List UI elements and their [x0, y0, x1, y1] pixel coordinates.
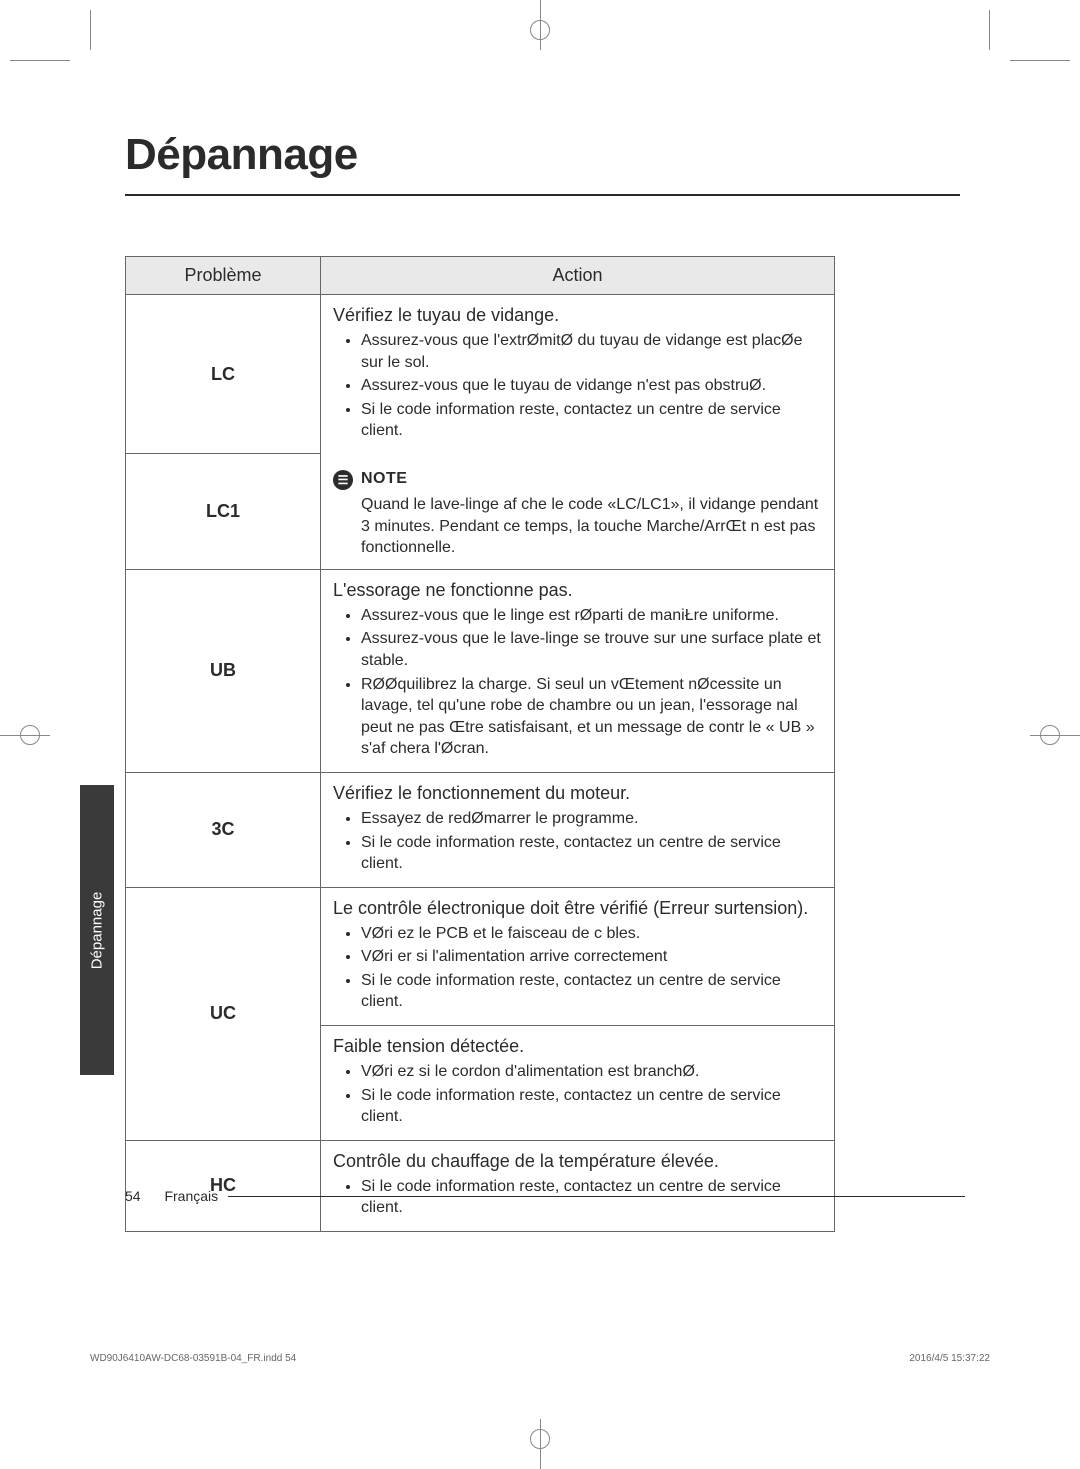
header-action: Action: [321, 257, 835, 295]
crop-mark: [10, 60, 70, 61]
registration-mark-right: [1030, 715, 1080, 755]
action-list: VØri ez le PCB et le faisceau de c bles.…: [361, 923, 822, 1013]
footer-rule: [228, 1196, 965, 1197]
registration-mark-left: [0, 715, 50, 755]
action-item: Assurez-vous que l'extrØmitØ du tuyau de…: [361, 330, 822, 373]
troubleshooting-table: Problème Action LC Vérifiez le tuyau de …: [125, 256, 835, 1232]
action-item: VØri ez le PCB et le faisceau de c bles.: [361, 923, 822, 945]
action-item: Si le code information reste, contactez …: [361, 1085, 822, 1128]
action-heading: Faible tension détectée.: [333, 1036, 822, 1057]
table-row: UC Le contrôle électronique doit être vé…: [126, 887, 835, 1140]
problem-code: LC1: [126, 454, 321, 569]
action-list: VØri ez si le cordon d'alimentation est …: [361, 1061, 822, 1128]
problem-code: LC: [126, 295, 321, 454]
action-list: Assurez-vous que l'extrØmitØ du tuyau de…: [361, 330, 822, 442]
action-heading: L'essorage ne fonctionne pas.: [333, 580, 822, 601]
action-heading: Le contrôle électronique doit être vérif…: [333, 898, 822, 919]
action-item: Assurez-vous que le lave-linge se trouve…: [361, 628, 822, 671]
note-label: NOTE: [361, 470, 407, 488]
problem-code: 3C: [126, 772, 321, 887]
crop-mark: [90, 10, 91, 50]
table-row: HC Contrôle du chauffage de la températu…: [126, 1140, 835, 1231]
side-tab: Dépannage: [80, 785, 114, 1075]
action-item: Assurez-vous que le linge est rØparti de…: [361, 605, 822, 627]
action-item: VØri ez si le cordon d'alimentation est …: [361, 1061, 822, 1083]
table-row: LC1 ☰ NOTE Quand le lave-linge af che le…: [126, 454, 835, 569]
problem-code: UC: [126, 887, 321, 1140]
action-heading: Contrôle du chauffage de la température …: [333, 1151, 822, 1172]
action-item: Si le code information reste, contactez …: [361, 832, 822, 875]
table-row: UB L'essorage ne fonctionne pas. Assurez…: [126, 569, 835, 772]
print-meta-left: WD90J6410AW-DC68-03591B-04_FR.indd 54: [90, 1353, 296, 1364]
action-item: Si le code information reste, contactez …: [361, 970, 822, 1013]
action-item: Si le code information reste, contactez …: [361, 399, 822, 442]
page-footer: 54 Français: [125, 1188, 965, 1204]
action-heading: Vérifiez le fonctionnement du moteur.: [333, 783, 822, 804]
action-list: Essayez de redØmarrer le programme. Si l…: [361, 808, 822, 875]
header-problem: Problème: [126, 257, 321, 295]
action-item: VØri er si l'alimentation arrive correct…: [361, 946, 822, 968]
problem-code: UB: [126, 569, 321, 772]
page-language: Français: [164, 1188, 218, 1204]
action-heading: Vérifiez le tuyau de vidange.: [333, 305, 822, 326]
registration-mark-bottom: [520, 1419, 560, 1469]
title-rule: [125, 194, 960, 196]
action-item: Essayez de redØmarrer le programme.: [361, 808, 822, 830]
crop-mark: [1010, 60, 1070, 61]
note-text: Quand le lave-linge af che le code «LC/L…: [361, 494, 822, 559]
registration-mark-top: [520, 0, 560, 50]
action-item: RØØquilibrez la charge. Si seul un vŒtem…: [361, 674, 822, 760]
side-tab-label: Dépannage: [89, 891, 106, 969]
print-meta-right: 2016/4/5 15:37:22: [909, 1353, 990, 1364]
action-item: Assurez-vous que le tuyau de vidange n'e…: [361, 375, 822, 397]
table-row: LC Vérifiez le tuyau de vidange. Assurez…: [126, 295, 835, 454]
page-number: 54: [125, 1188, 141, 1204]
page-title: Dépannage: [125, 130, 960, 180]
note-icon: ☰: [333, 470, 353, 490]
crop-mark: [989, 10, 990, 50]
action-list: Assurez-vous que le linge est rØparti de…: [361, 605, 822, 760]
table-row: 3C Vérifiez le fonctionnement du moteur.…: [126, 772, 835, 887]
problem-code: HC: [126, 1140, 321, 1231]
